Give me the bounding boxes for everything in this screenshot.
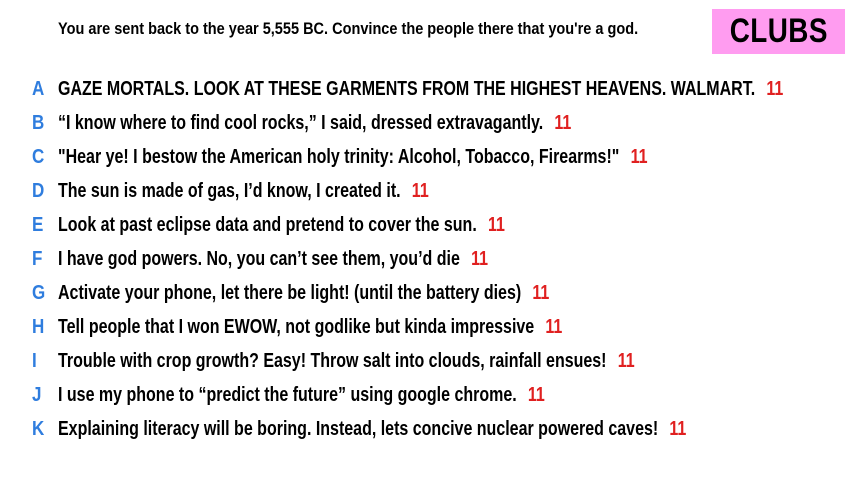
response-letter: I — [32, 349, 37, 372]
response-text: Look at past eclipse data and pretend to… — [58, 213, 477, 236]
response-list: A GAZE MORTALS. LOOK AT THESE GARMENTS F… — [0, 72, 853, 446]
response-letter: J — [32, 383, 42, 406]
response-letter: H — [32, 315, 45, 338]
response-letter: A — [32, 77, 45, 100]
response-score: 11 — [669, 417, 687, 440]
response-score: 11 — [532, 281, 550, 304]
response-letter: B — [32, 111, 45, 134]
response-text: "Hear ye! I bestow the American holy tri… — [58, 145, 620, 168]
prompt-text: You are sent back to the year 5,555 BC. … — [58, 20, 639, 38]
response-text: GAZE MORTALS. LOOK AT THESE GARMENTS FRO… — [58, 77, 756, 100]
response-entry: Activate your phone, let there be light!… — [58, 282, 549, 305]
response-text: Trouble with crop growth? Easy! Throw sa… — [58, 349, 607, 372]
response-row: E Look at past eclipse data and pretend … — [0, 208, 853, 242]
response-entry: “I know where to find cool rocks,” I sai… — [58, 112, 571, 135]
response-row: K Explaining literacy will be boring. In… — [0, 412, 853, 446]
response-row: D The sun is made of gas, I’d know, I cr… — [0, 174, 853, 208]
response-row: J I use my phone to “predict the future”… — [0, 378, 853, 412]
category-badge-label: CLUBS — [729, 12, 828, 50]
response-entry: "Hear ye! I bestow the American holy tri… — [58, 146, 648, 169]
category-badge: CLUBS — [712, 9, 845, 54]
response-score: 11 — [545, 315, 563, 338]
response-row: H Tell people that I won EWOW, not godli… — [0, 310, 853, 344]
response-text: I have god powers. No, you can’t see the… — [58, 247, 460, 270]
response-row: C "Hear ye! I bestow the American holy t… — [0, 140, 853, 174]
response-row: B “I know where to find cool rocks,” I s… — [0, 106, 853, 140]
response-text: Tell people that I won EWOW, not godlike… — [58, 315, 535, 338]
response-letter: D — [32, 179, 45, 202]
response-row: F I have god powers. No, you can’t see t… — [0, 242, 853, 276]
response-letter: F — [32, 247, 43, 270]
response-text: I use my phone to “predict the future” u… — [58, 383, 517, 406]
response-score: 11 — [411, 179, 429, 202]
response-letter: E — [32, 213, 44, 236]
response-letter: K — [32, 417, 45, 440]
response-entry: Explaining literacy will be boring. Inst… — [58, 418, 686, 441]
response-score: 11 — [554, 111, 572, 134]
response-text: Activate your phone, let there be light!… — [58, 281, 522, 304]
response-score: 11 — [527, 383, 545, 406]
response-score: 11 — [471, 247, 488, 270]
response-text: Explaining literacy will be boring. Inst… — [58, 417, 659, 440]
response-entry: I have god powers. No, you can’t see the… — [58, 248, 488, 271]
response-letter: G — [32, 281, 46, 304]
response-text: The sun is made of gas, I’d know, I crea… — [58, 179, 401, 202]
response-row: I Trouble with crop growth? Easy! Throw … — [0, 344, 853, 378]
response-entry: GAZE MORTALS. LOOK AT THESE GARMENTS FRO… — [58, 78, 783, 101]
response-entry: The sun is made of gas, I’d know, I crea… — [58, 180, 429, 203]
response-score: 11 — [617, 349, 635, 372]
response-score: 11 — [487, 213, 505, 236]
response-text: “I know where to find cool rocks,” I sai… — [58, 111, 544, 134]
response-score: 11 — [766, 77, 784, 100]
response-score: 11 — [630, 145, 648, 168]
response-letter: C — [32, 145, 45, 168]
response-entry: Trouble with crop growth? Easy! Throw sa… — [58, 350, 635, 373]
response-entry: I use my phone to “predict the future” u… — [58, 384, 545, 407]
response-row: G Activate your phone, let there be ligh… — [0, 276, 853, 310]
response-row: A GAZE MORTALS. LOOK AT THESE GARMENTS F… — [0, 72, 853, 106]
response-entry: Look at past eclipse data and pretend to… — [58, 214, 505, 237]
response-entry: Tell people that I won EWOW, not godlike… — [58, 316, 562, 339]
